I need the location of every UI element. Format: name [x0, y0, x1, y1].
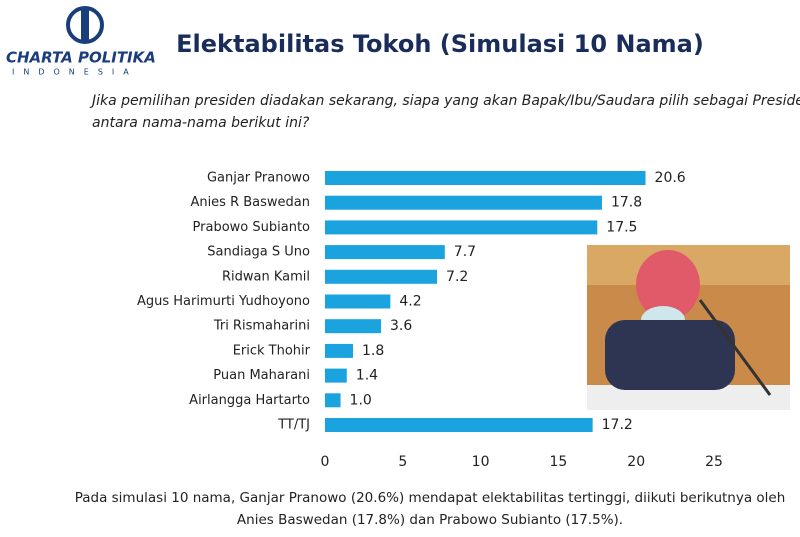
value-label: 7.2	[446, 269, 468, 285]
logo-country: INDONESIA	[12, 68, 138, 77]
bar	[325, 245, 445, 260]
y-tick-label: Sandiaga S Uno	[207, 245, 310, 260]
logo-name: CHARTA POLITIKA	[6, 49, 156, 67]
bar	[325, 418, 593, 432]
value-label: 17.5	[606, 219, 637, 235]
logo-emblem	[66, 6, 104, 44]
bar	[325, 294, 391, 309]
logo: CHARTA POLITIKA INDONESIA	[6, 6, 156, 77]
y-tick-label: Airlangga Hartarto	[189, 393, 310, 408]
value-label: 1.8	[362, 343, 384, 359]
y-tick-label: Erick Thohir	[233, 343, 311, 358]
bar	[325, 269, 438, 284]
photo	[587, 245, 790, 410]
y-tick-label: Tri Rismaharini	[213, 319, 310, 334]
x-tick-label: 0	[321, 454, 330, 470]
bar	[325, 171, 646, 185]
x-tick-label: 5	[398, 454, 407, 470]
photo-hijab	[636, 250, 700, 320]
bar	[325, 368, 347, 383]
bar	[325, 343, 354, 358]
value-label: 17.2	[602, 417, 633, 433]
x-tick-label: 15	[549, 454, 567, 470]
subtitle: Jika pemilihan presiden diadakan sekaran…	[89, 93, 800, 109]
chart-title: Elektabilitas Tokoh (Simulasi 10 Nama)	[176, 30, 704, 58]
photo-microphone	[698, 299, 772, 396]
bar	[325, 319, 382, 334]
y-tick-label: Anies R Baswedan	[190, 195, 310, 210]
footnote: Pada simulasi 10 nama, Ganjar Pranowo (2…	[75, 490, 786, 506]
value-label: 7.7	[454, 244, 476, 260]
value-label: 20.6	[655, 170, 686, 186]
bar	[325, 195, 602, 210]
y-tick-label: Ganjar Pranowo	[207, 171, 310, 186]
y-tick-label: Prabowo Subianto	[193, 220, 311, 235]
y-tick-label: Ridwan Kamil	[222, 269, 310, 284]
x-tick-label: 25	[705, 454, 723, 470]
value-label: 1.0	[350, 392, 372, 408]
x-tick-label: 10	[472, 454, 490, 470]
value-label: 3.6	[390, 318, 412, 334]
value-label: 1.4	[356, 368, 378, 384]
x-tick-label: 20	[627, 454, 645, 470]
value-label: 17.8	[611, 195, 642, 211]
photo-vest	[605, 320, 735, 390]
y-tick-label: Puan Maharani	[213, 368, 310, 383]
y-tick-label: Agus Harimurti Yudhoyono	[137, 294, 310, 309]
logo-emblem	[81, 10, 89, 40]
y-tick-label: TT/TJ	[277, 418, 310, 433]
value-label: 4.2	[399, 294, 421, 310]
subtitle: antara nama-nama berikut ini?	[92, 115, 310, 131]
bar	[325, 220, 598, 235]
footnote: Anies Baswedan (17.8%) dan Prabowo Subia…	[237, 512, 623, 528]
bar	[325, 393, 341, 408]
